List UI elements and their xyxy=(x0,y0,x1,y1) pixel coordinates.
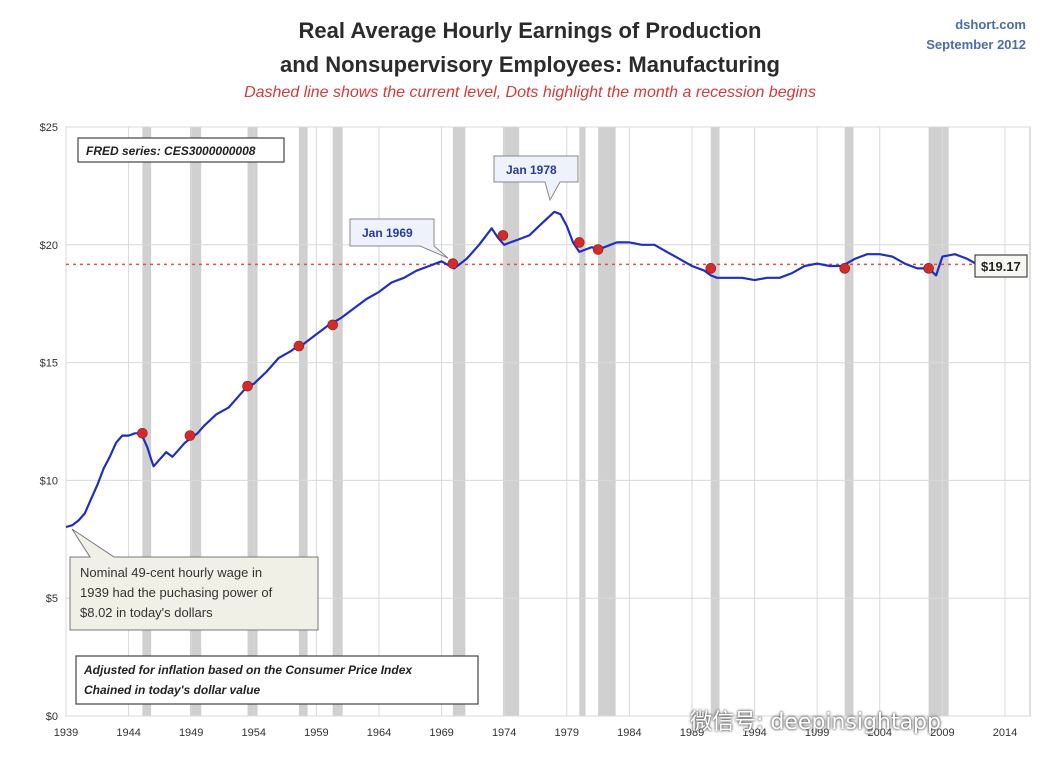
recession-dot xyxy=(447,258,459,269)
x-axis-ticks: 1939 1944 1949 1954 1959 1964 1969 1974 1979 1984… xyxy=(54,727,1017,739)
y-tick-label: $20 xyxy=(40,240,58,252)
recession-dot xyxy=(839,263,851,274)
nominal-note-line3: $8.02 in today's dollars xyxy=(80,605,213,620)
nominal-note-line1: Nominal 49-cent hourly wage in xyxy=(80,565,262,580)
recession-band xyxy=(298,127,308,716)
recession-band xyxy=(502,127,520,716)
x-tick-label: 1989 xyxy=(680,727,704,739)
y-tick-label: $25 xyxy=(40,122,58,134)
recession-band xyxy=(579,127,586,716)
nominal-note-line2: 1939 had the puchasing power of xyxy=(80,585,273,600)
recession-band xyxy=(247,127,258,716)
recession-dot xyxy=(705,263,717,274)
series-line xyxy=(65,210,989,529)
callout-jan-1969-label: Jan 1969 xyxy=(362,226,413,240)
y-axis-ticks: $0 $5 $10 $15 $20 $25 xyxy=(40,122,58,723)
recession-dot xyxy=(497,230,509,241)
y-tick-label: $15 xyxy=(40,358,58,370)
x-tick-label: 1954 xyxy=(242,727,266,739)
recession-band xyxy=(332,127,343,716)
adjusted-note-box: Adjusted for inflation based on the Cons… xyxy=(75,655,479,705)
recession-start-dots xyxy=(137,230,934,441)
recession-band xyxy=(710,127,720,716)
watermark-text: 微信号: deepinsightapp xyxy=(690,710,941,735)
recession-band xyxy=(142,127,152,716)
recession-dot xyxy=(592,244,604,255)
chart-subtitle: Dashed line shows the current level, Dot… xyxy=(244,84,816,101)
recession-dot xyxy=(923,263,934,274)
recession-dot xyxy=(242,380,253,392)
adjusted-note-line2: Chained in today's dollar value xyxy=(84,683,261,697)
recession-band xyxy=(189,127,202,716)
recession-band xyxy=(452,127,466,716)
fred-series-label: FRED series: CES3000000008 xyxy=(86,144,256,158)
recession-dot xyxy=(573,237,585,248)
recession-band xyxy=(844,127,854,716)
recession-dot xyxy=(137,427,148,439)
x-tick-label: 1969 xyxy=(429,727,453,739)
x-tick-label: 1979 xyxy=(555,727,579,739)
callout-jan-1978-label: Jan 1978 xyxy=(506,163,557,177)
x-tick-label: 1939 xyxy=(54,727,78,739)
x-tick-label: 1994 xyxy=(742,727,766,739)
x-tick-label: 1959 xyxy=(304,727,328,739)
recession-band xyxy=(598,127,616,716)
fred-series-box: FRED series: CES3000000008 xyxy=(77,137,285,163)
current-value-box: $19.17 xyxy=(974,254,1028,278)
chart-title-line2: and Nonsupervisory Employees: Manufactur… xyxy=(280,52,780,77)
x-tick-label: 1944 xyxy=(116,727,140,739)
brand-date: September 2012 xyxy=(926,37,1026,52)
brand-site: dshort.com xyxy=(955,17,1026,32)
x-tick-label: 2014 xyxy=(993,727,1017,739)
adjusted-note-line1: Adjusted for inflation based on the Cons… xyxy=(83,663,413,677)
x-tick-label: 1964 xyxy=(367,727,391,739)
y-tick-label: $10 xyxy=(40,475,58,487)
recession-dot xyxy=(327,319,338,331)
callout-jan-1978: Jan 1978 xyxy=(493,155,579,202)
chart-title-line1: Real Average Hourly Earnings of Producti… xyxy=(298,18,762,43)
x-tick-label: 2004 xyxy=(868,727,892,739)
recession-bands xyxy=(142,127,949,716)
y-tick-label: $0 xyxy=(46,711,58,723)
recession-dot xyxy=(293,340,305,352)
x-tick-label: 1984 xyxy=(617,727,641,739)
x-tick-label: 2009 xyxy=(930,727,954,739)
recession-dot xyxy=(184,430,196,441)
x-tick-label: 1974 xyxy=(492,727,516,739)
y-tick-label: $5 xyxy=(46,593,58,605)
x-tick-label: 1999 xyxy=(805,727,829,739)
nominal-note-box: Nominal 49-cent hourly wage in 1939 had … xyxy=(69,528,319,631)
recession-band xyxy=(928,127,949,716)
x-tick-label: 1949 xyxy=(179,727,203,739)
callout-jan-1969: Jan 1969 xyxy=(349,218,449,259)
current-value-label: $19.17 xyxy=(981,259,1021,274)
